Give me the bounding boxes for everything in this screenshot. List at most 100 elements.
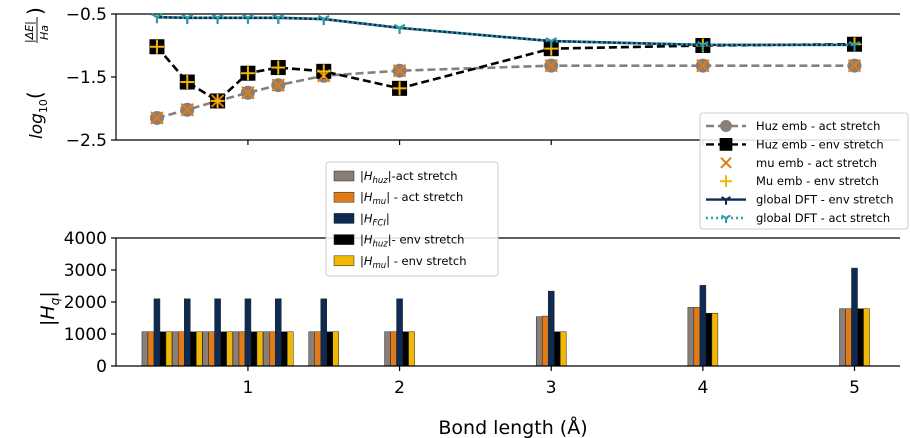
bar — [326, 331, 334, 367]
bar — [147, 331, 155, 367]
bottom-bar-plot: 0 1000 2000 3000 4000 1 2 3 4 5 |Hq| Bond length (Å… — [37, 161, 900, 438]
bar — [320, 298, 328, 367]
bar — [287, 331, 294, 367]
top-y-label-close: ) — [23, 7, 47, 15]
bar — [308, 331, 316, 367]
point-tri — [545, 37, 552, 42]
series-line — [156, 64, 855, 120]
bottom-x-tick-label: 2 — [394, 378, 405, 398]
legend-entry: |HFCI| — [333, 211, 390, 228]
bar — [839, 308, 846, 367]
legend-entry: |Hmu| - act stretch — [333, 190, 463, 207]
bar — [238, 331, 246, 367]
top-series-1 — [149, 36, 863, 109]
legend-entry: |Hmu| - env stretch — [333, 254, 467, 271]
point-x — [241, 86, 255, 100]
top-y-tick-label: −1.5 — [66, 68, 107, 88]
point-tri — [186, 13, 193, 19]
legend-swatch — [333, 170, 355, 182]
legend-label: Mu emb - env stretch — [756, 174, 879, 188]
point-tri — [277, 13, 284, 19]
point-x — [392, 63, 407, 78]
bar — [699, 285, 707, 367]
bar — [851, 267, 858, 367]
legend-swatch — [333, 255, 355, 267]
bottom-legend: |Hhuz|-act stretch |Hmu| - act stretch |HF… — [325, 161, 499, 277]
fraction-numerator: |ΔE| — [23, 21, 36, 43]
series-line — [155, 42, 855, 103]
legend-label: Huz emb - env stretch — [756, 137, 884, 151]
top-y-tick-label: −2.5 — [66, 131, 107, 151]
point-tri — [242, 13, 249, 19]
legend-label: |HFCI| — [360, 211, 390, 228]
bar-series-2 — [153, 267, 858, 367]
legend-label: Huz emb - act stretch — [756, 119, 880, 133]
point-tri — [272, 13, 279, 19]
bottom-y-tick-label: 1000 — [64, 325, 107, 345]
point-tri — [702, 41, 709, 46]
bar — [314, 331, 322, 367]
point-tri — [848, 41, 856, 46]
legend-entry: Mu emb - env stretch — [720, 174, 879, 188]
fraction-denominator: Ha — [38, 25, 51, 40]
bar — [172, 331, 179, 367]
bottom-x-tick-label: 1 — [243, 378, 254, 398]
bar — [857, 308, 864, 367]
bar — [141, 331, 149, 367]
legend-entry: Huz emb - env stretch — [706, 137, 884, 151]
point-tri — [550, 37, 557, 42]
top-series-2 — [150, 58, 862, 125]
legend-label: |Hhuz|-act stretch — [360, 169, 458, 186]
legend-entry: |Hhuz|- env stretch — [333, 233, 464, 250]
point-circle — [720, 120, 732, 132]
point-x — [544, 58, 558, 73]
point-tri — [725, 214, 731, 219]
legend-entry: global DFT - env stretch — [706, 193, 893, 207]
bottom-legend-frame — [325, 161, 499, 277]
top-y-label-text: log10( — [23, 91, 50, 139]
bar — [384, 331, 391, 367]
bar — [165, 331, 173, 367]
top-legend-frame — [699, 112, 909, 230]
top-line-plot: −0.5 −1.5 −2.5 log10( |ΔE| Ha) Huz emb - act s… — [23, 5, 909, 230]
x-axis-label: Bond length (Å) — [438, 416, 587, 438]
bar — [178, 331, 185, 367]
bar — [250, 331, 258, 367]
point-tri — [318, 15, 325, 20]
point-x — [696, 58, 710, 73]
point-tri — [156, 13, 163, 19]
point-tri — [854, 41, 861, 46]
bar — [244, 298, 252, 367]
bar — [535, 316, 543, 367]
legend-label: |Hmu| - env stretch — [360, 254, 467, 271]
point-tri — [323, 15, 330, 20]
legend-entry: Huz emb - act stretch — [706, 119, 880, 133]
legend-label: |Hmu| - act stretch — [360, 190, 463, 207]
bottom-y-tick-label: 2000 — [64, 293, 107, 313]
bottom-y-tick-label: 4000 — [64, 229, 107, 249]
point-tri — [247, 13, 254, 19]
point-tri — [721, 196, 727, 201]
bar-series-4 — [165, 308, 870, 367]
bar — [281, 331, 288, 367]
point-tri — [725, 196, 731, 201]
bottom-x-tick-label: 4 — [697, 378, 708, 398]
bar — [269, 331, 276, 367]
bar — [275, 298, 282, 367]
point-tri — [181, 13, 188, 19]
bar — [390, 331, 397, 367]
point-x — [271, 78, 285, 92]
series-line — [156, 15, 855, 47]
bar — [693, 307, 701, 367]
bar — [711, 312, 719, 367]
legend-label: |Hhuz|- env stretch — [360, 233, 464, 250]
bar — [226, 331, 233, 367]
bottom-y-tick-label: 0 — [96, 357, 107, 377]
bar — [553, 331, 561, 367]
top-y-tick-label: −0.5 — [66, 5, 107, 25]
bar — [256, 331, 264, 367]
bar — [705, 312, 713, 367]
bar — [196, 331, 203, 367]
top-legend: Huz emb - act stretch Huz emb - env stret… — [699, 112, 909, 230]
point-tri — [393, 23, 401, 29]
